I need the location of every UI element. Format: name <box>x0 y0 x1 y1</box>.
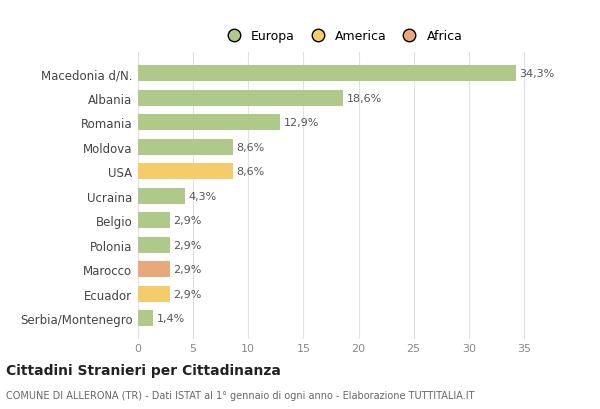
Bar <box>138 91 343 106</box>
Bar <box>138 262 170 278</box>
Bar <box>138 237 170 253</box>
Text: 12,9%: 12,9% <box>284 118 319 128</box>
Text: Cittadini Stranieri per Cittadinanza: Cittadini Stranieri per Cittadinanza <box>6 363 281 377</box>
Bar <box>138 310 154 326</box>
Text: 34,3%: 34,3% <box>520 69 555 79</box>
Bar <box>138 139 233 155</box>
Text: 18,6%: 18,6% <box>346 94 382 103</box>
Bar <box>138 66 516 82</box>
Bar <box>138 286 170 302</box>
Bar <box>138 213 170 229</box>
Text: COMUNE DI ALLERONA (TR) - Dati ISTAT al 1° gennaio di ogni anno - Elaborazione T: COMUNE DI ALLERONA (TR) - Dati ISTAT al … <box>6 389 475 400</box>
Text: 2,9%: 2,9% <box>173 216 202 226</box>
Text: 4,3%: 4,3% <box>189 191 217 201</box>
Text: 2,9%: 2,9% <box>173 289 202 299</box>
Text: 1,4%: 1,4% <box>157 314 185 324</box>
Text: 2,9%: 2,9% <box>173 240 202 250</box>
Text: 8,6%: 8,6% <box>236 167 265 177</box>
Bar <box>138 189 185 204</box>
Bar <box>138 115 280 131</box>
Text: 2,9%: 2,9% <box>173 265 202 274</box>
Bar <box>138 164 233 180</box>
Text: 8,6%: 8,6% <box>236 142 265 153</box>
Legend: Europa, America, Africa: Europa, America, Africa <box>216 25 468 48</box>
